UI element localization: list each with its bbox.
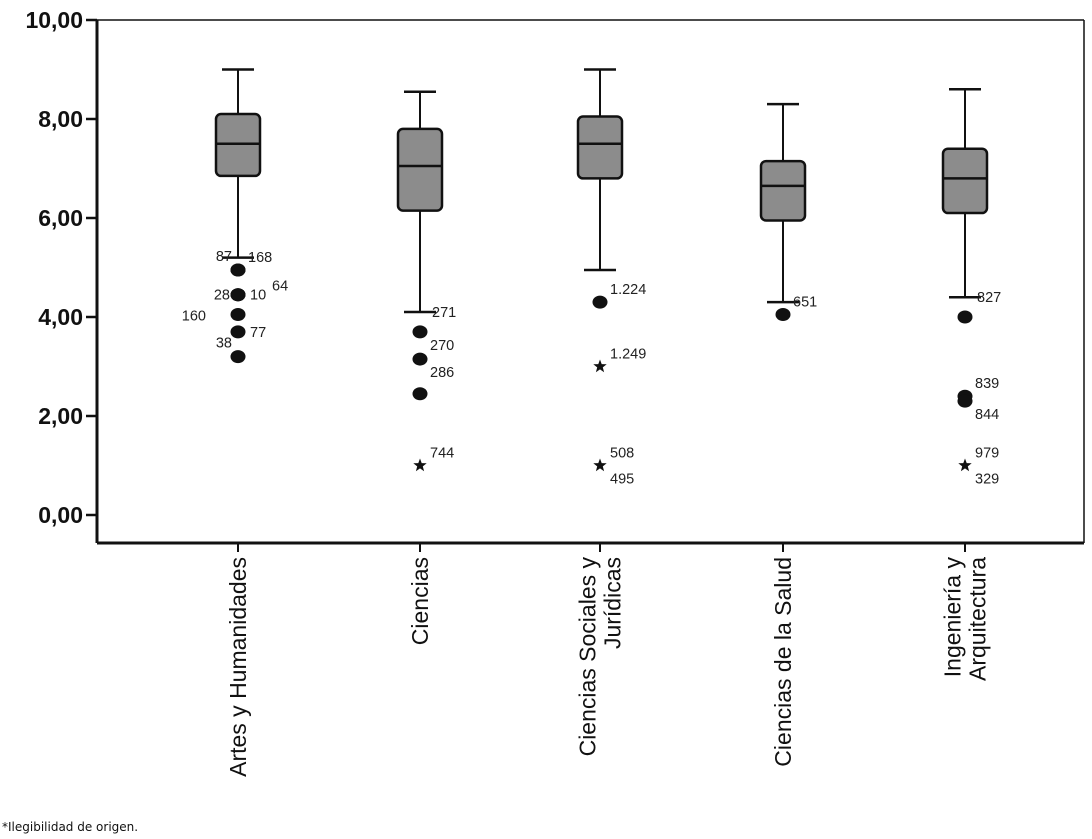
category-label-group: Ciencias Sociales y Jurídicas (575, 557, 626, 757)
outlier-label: 28 (214, 288, 230, 304)
footnote: *Ilegibilidad de origen. (2, 820, 139, 834)
outlier-point (775, 308, 791, 322)
category-label: Ciencias (407, 557, 433, 645)
category-label: Ciencias de la Salud (770, 557, 796, 767)
outlier-label: 495 (610, 472, 634, 488)
y-tick-label: 6,00 (38, 205, 83, 231)
box (759, 159, 807, 222)
outlier-point (957, 310, 973, 324)
outlier-label: 87 (216, 249, 232, 265)
outlier-label: 1.224 (610, 282, 646, 298)
extreme-point (593, 359, 607, 373)
outlier-label: 651 (793, 295, 817, 311)
outlier-point (412, 352, 428, 366)
box (941, 147, 989, 215)
outlier-label: 64 (272, 279, 288, 295)
outlier-point (230, 308, 246, 322)
outlier-label: 10 (250, 288, 266, 304)
outlier-label: 160 (182, 309, 206, 325)
outlier-label: 827 (977, 290, 1001, 306)
outlier-label: 844 (975, 407, 999, 423)
y-tick-label: 2,00 (38, 403, 83, 429)
extreme-point (413, 458, 427, 472)
outlier-label: 839 (975, 376, 999, 392)
category-label: Arquitectura (965, 557, 991, 681)
outlier-point (412, 325, 428, 339)
box (396, 127, 444, 212)
axes: 0,00 2,00 4,00 6,00 8,00 10,00 (25, 7, 1085, 552)
outlier-point (230, 263, 246, 277)
category-label: Ciencias Sociales y (575, 557, 601, 757)
category-label-group: Ciencias de la Salud (770, 557, 796, 767)
outlier-label: 508 (610, 446, 634, 462)
category-label: Jurídicas (600, 557, 626, 649)
box (576, 115, 624, 180)
outlier-point (592, 295, 608, 309)
outlier-label: 979 (975, 446, 999, 462)
category-labels: Artes y Humanidades Ciencias Ciencias Soci… (225, 557, 991, 777)
outlier-label: 286 (430, 365, 454, 381)
outlier-point (957, 394, 973, 408)
outlier-label: 270 (430, 338, 454, 354)
extreme-point (958, 458, 972, 472)
outlier-label: 77 (250, 325, 266, 341)
outlier-point (230, 350, 246, 364)
category-label-group: Ciencias (407, 557, 433, 645)
outlier-label: 329 (975, 472, 999, 488)
extreme-point (593, 458, 607, 472)
outlier-label: 271 (432, 305, 456, 321)
y-tick-label: 8,00 (38, 106, 83, 132)
y-tick-label: 10,00 (25, 7, 83, 33)
y-tick-label: 0,00 (38, 502, 83, 528)
outliers: 87 168 28 10 64 160 77 38 271 270 286 744 1.224 1.249… (182, 249, 1001, 488)
outlier-label: 744 (430, 446, 454, 462)
outlier-point (412, 387, 428, 401)
outlier-label: 38 (216, 336, 232, 352)
outlier-label: 168 (248, 250, 272, 266)
outlier-label: 1.249 (610, 347, 646, 363)
boxes (214, 68, 989, 314)
y-tick-label: 4,00 (38, 304, 83, 330)
outlier-point (230, 325, 246, 339)
outlier-point (230, 288, 246, 302)
category-label: Ingeniería y (940, 557, 966, 678)
category-label-group: Ingeniería y Arquitectura (940, 557, 991, 682)
category-label-group: Artes y Humanidades (225, 557, 251, 777)
category-label: Artes y Humanidades (225, 557, 251, 777)
